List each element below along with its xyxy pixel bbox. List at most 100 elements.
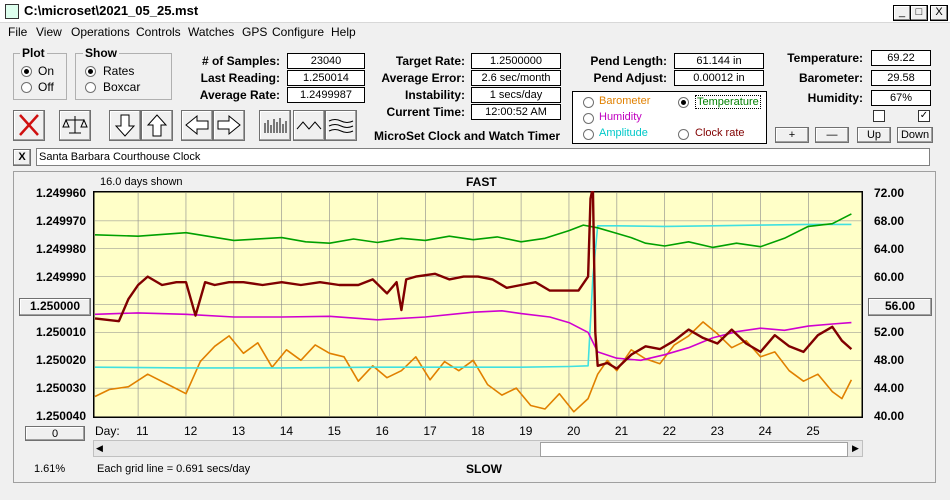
overlay-clock-rate-radio[interactable] <box>678 129 689 140</box>
line-view-button[interactable] <box>293 110 325 141</box>
overlay-clock-rate-label: Clock rate <box>695 127 745 139</box>
scroll-left-icon[interactable]: ◀ <box>96 443 103 453</box>
close-button[interactable]: X <box>930 5 948 21</box>
series-line-amplitude <box>94 223 852 369</box>
overlay-amplitude-label: Amplitude <box>599 127 648 139</box>
current-time-value: 12:00:52 AM <box>471 104 561 120</box>
plot-group-title: Plot <box>20 46 47 60</box>
average-error-label: Average Error: <box>381 71 465 85</box>
menu-controls[interactable]: Controls <box>136 25 181 39</box>
left-axis-tick: 1.249980 <box>35 241 86 256</box>
temperature-label: Temperature: <box>787 51 863 65</box>
menu-configure[interactable]: Configure <box>272 25 325 39</box>
humidity-label: Humidity: <box>807 91 863 105</box>
day-tick: 25 <box>806 424 820 438</box>
days-shown-label: 16.0 days shown <box>100 176 183 188</box>
arrow-up-icon <box>146 114 168 137</box>
left-axis-tick: 1.250020 <box>35 353 86 368</box>
average-rate-label: Average Rate: <box>199 88 280 102</box>
target-rate-label: Target Rate: <box>395 54 465 68</box>
right-axis-tick: 64.00 <box>874 241 905 256</box>
show-rates-radio[interactable] <box>85 66 96 77</box>
horizontal-scrollbar[interactable]: ◀ ▶ <box>93 440 863 457</box>
percent-readout: 1.61% <box>34 463 66 475</box>
right-axis-tick: 52.00 <box>874 325 905 340</box>
multi-line-button[interactable] <box>325 110 357 141</box>
barometer-value: 29.58 <box>871 70 931 86</box>
up-button[interactable]: Up <box>857 127 891 143</box>
title-bar: C:\microset\2021_05_25.mst _ □ X <box>0 0 950 23</box>
series-line-temperature <box>94 213 852 249</box>
overlay-humidity-radio[interactable] <box>583 113 594 124</box>
offset-button[interactable]: 0 <box>25 426 85 441</box>
day-tick: 19 <box>519 424 533 438</box>
minimize-button[interactable]: _ <box>893 5 911 21</box>
balance-button[interactable] <box>59 110 91 141</box>
menu-file[interactable]: File <box>8 25 28 39</box>
left-axis-tick: 1.250040 <box>35 409 86 423</box>
right-axis-tick: 40.00 <box>874 409 905 423</box>
show-rates-label: Rates <box>103 64 135 78</box>
overlay-barometer-radio[interactable] <box>583 97 594 108</box>
bar-view-button[interactable] <box>259 110 291 141</box>
average-error-value: 2.6 sec/month <box>471 70 561 86</box>
day-tick: 12 <box>183 424 198 438</box>
day-tick: 14 <box>279 424 294 438</box>
arrow-left-icon <box>185 114 209 136</box>
left-axis-tick: 1.250010 <box>35 325 86 340</box>
right-axis-tick: 44.00 <box>874 381 905 396</box>
env-checkbox-1[interactable] <box>873 110 885 122</box>
day-tick: 13 <box>231 424 246 438</box>
red-x-icon <box>19 114 39 136</box>
temperature-value: 69.22 <box>871 50 931 66</box>
plot-off-radio[interactable] <box>21 82 32 93</box>
scroll-right-icon[interactable]: ▶ <box>852 443 859 453</box>
maximize-button[interactable]: □ <box>910 5 928 21</box>
plus-button[interactable]: + <box>775 127 809 143</box>
pend-adjust-value: 0.00012 in <box>674 70 764 86</box>
minus-button[interactable]: — <box>815 127 849 143</box>
plot-on-radio[interactable] <box>21 66 32 77</box>
menu-view[interactable]: View <box>36 25 62 39</box>
instability-label: Instability: <box>404 88 465 102</box>
left-axis-tick: 1.249990 <box>35 269 86 284</box>
show-group <box>75 53 172 100</box>
scale-icon <box>62 116 88 134</box>
day-tick: 20 <box>566 424 581 438</box>
window-title: C:\microset\2021_05_25.mst <box>24 3 199 18</box>
overlay-temperature-radio[interactable] <box>678 97 689 108</box>
pend-length-label: Pend Length: <box>590 54 667 68</box>
menu-watches[interactable]: Watches <box>188 25 235 39</box>
pend-adjust-label: Pend Adjust: <box>593 71 667 85</box>
description-close-button[interactable]: X <box>13 149 31 166</box>
chart-svg <box>93 191 863 418</box>
right-axis-tick: 48.00 <box>874 353 905 368</box>
rate-center-button[interactable]: 1.250000 <box>19 298 91 316</box>
instability-value: 1 secs/day <box>471 87 561 103</box>
right-axis-button[interactable]: 56.00 <box>868 298 932 316</box>
show-group-title: Show <box>83 46 119 60</box>
down-arrow-button[interactable] <box>109 110 141 141</box>
menu-operations[interactable]: Operations <box>71 25 130 39</box>
right-axis-tick: 68.00 <box>874 213 905 228</box>
pend-length-value: 61.144 in <box>674 53 764 69</box>
right-axis-tick: 60.00 <box>874 269 905 284</box>
samples-label: # of Samples: <box>201 54 280 68</box>
app-icon[interactable] <box>5 4 19 19</box>
env-checkbox-2[interactable]: ✓ <box>918 110 930 122</box>
down-button[interactable]: Down <box>897 127 933 143</box>
up-arrow-button[interactable] <box>141 110 173 141</box>
menu-gps[interactable]: GPS <box>242 25 268 39</box>
right-arrow-button[interactable] <box>213 110 245 141</box>
scroll-thumb[interactable] <box>540 442 848 457</box>
description-input[interactable]: Santa Barbara Courthouse Clock <box>36 148 930 166</box>
show-boxcar-label: Boxcar <box>103 80 141 94</box>
overlay-humidity-label: Humidity <box>599 111 642 123</box>
series-line-barometer <box>94 321 853 413</box>
left-arrow-button[interactable] <box>181 110 213 141</box>
overlay-amplitude-radio[interactable] <box>583 129 594 140</box>
menu-help[interactable]: Help <box>331 25 356 39</box>
clear-button[interactable] <box>13 110 45 141</box>
show-boxcar-radio[interactable] <box>85 82 96 93</box>
samples-value: 23040 <box>287 53 365 69</box>
